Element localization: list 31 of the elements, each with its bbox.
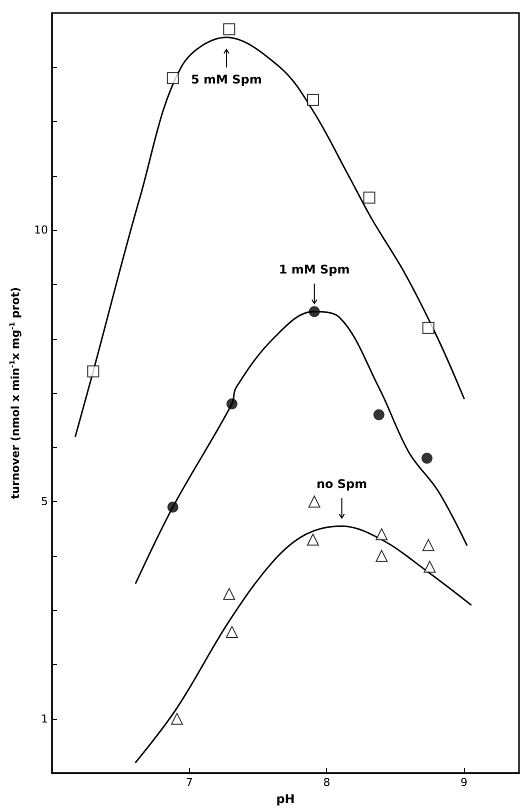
- annotation: no Spm: [316, 477, 368, 492]
- point: [226, 398, 238, 410]
- point: [308, 306, 320, 318]
- y-tick-label: 10: [34, 224, 48, 237]
- point: [87, 365, 100, 378]
- annotation: 1 mM Spm: [278, 262, 350, 277]
- x-tick-label: 9: [460, 776, 468, 790]
- y-tick-label: 1: [41, 712, 48, 726]
- point: [170, 712, 183, 725]
- annotation: 5 mM Spm: [190, 72, 262, 86]
- point: [226, 626, 238, 638]
- y-tick-label: 5: [41, 495, 48, 508]
- point: [422, 322, 434, 334]
- point: [421, 452, 432, 464]
- point: [373, 409, 384, 420]
- point: [308, 496, 320, 508]
- point: [306, 534, 319, 546]
- line-series: [135, 525, 472, 763]
- x-tick-label: 7: [186, 776, 193, 790]
- point: [306, 94, 319, 106]
- point: [167, 502, 178, 513]
- point: [376, 550, 388, 562]
- point: [166, 72, 179, 84]
- point: [424, 560, 436, 573]
- point: [223, 588, 236, 600]
- x-tick-label: 8: [323, 776, 330, 790]
- point: [376, 528, 388, 540]
- point: [223, 23, 236, 36]
- x-axis-title: pH: [276, 792, 295, 806]
- point: [422, 539, 434, 552]
- point: [363, 192, 376, 204]
